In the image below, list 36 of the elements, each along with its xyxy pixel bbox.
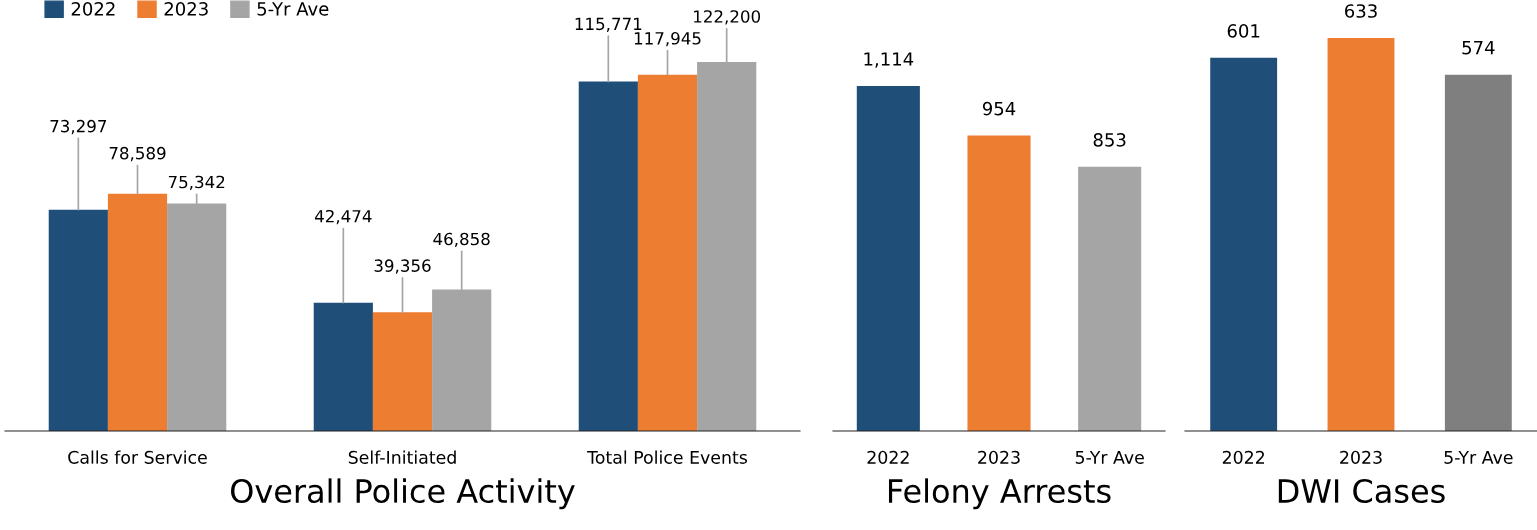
bar xyxy=(48,209,108,431)
bar xyxy=(637,74,698,431)
text: DWI Cases xyxy=(1278,478,1445,504)
data-label: 117,945 xyxy=(634,32,701,47)
data-label: 853 xyxy=(1093,133,1126,147)
data-label: 1,114 xyxy=(864,52,914,68)
data-label: 46,858 xyxy=(433,232,490,247)
data-label: 122,200 xyxy=(694,10,761,25)
x-tick-label: 5-Yr Ave xyxy=(1444,450,1513,464)
x-tick-label: Self-Initiated xyxy=(348,450,456,464)
x-tick-label: Total Police Events xyxy=(587,450,747,464)
data-label: 73,297 xyxy=(50,119,107,135)
data-label: 601 xyxy=(1227,24,1260,38)
x-tick-label: 2022 xyxy=(1222,450,1265,464)
data-label: 115,771 xyxy=(575,17,642,32)
legend-label: 5-Yr Ave xyxy=(257,2,329,16)
bar xyxy=(578,81,638,431)
bar xyxy=(313,302,373,431)
data-label: 39,356 xyxy=(374,259,431,274)
text: Felony Arrests xyxy=(888,478,1111,510)
data-label: 75,342 xyxy=(168,175,225,190)
legend-label: 2023 xyxy=(164,2,208,16)
data-label: 42,474 xyxy=(314,209,372,225)
text: Overall Police Activity xyxy=(231,478,575,510)
data-label: 633 xyxy=(1345,4,1377,18)
data-label: 78,589 xyxy=(109,146,166,162)
data-label: 574 xyxy=(1462,41,1495,55)
legend-label: 2022 xyxy=(71,2,115,16)
x-tick-label: Calls for Service xyxy=(68,450,207,464)
x-tick-label: 5-Yr Ave xyxy=(1075,450,1144,464)
data-label: 954 xyxy=(982,101,1016,116)
x-tick-label: 2022 xyxy=(867,450,909,464)
x-tick-label: 2023 xyxy=(978,450,1020,464)
x-tick-label: 2023 xyxy=(1340,450,1382,464)
bar xyxy=(372,312,433,431)
bar xyxy=(107,193,168,431)
